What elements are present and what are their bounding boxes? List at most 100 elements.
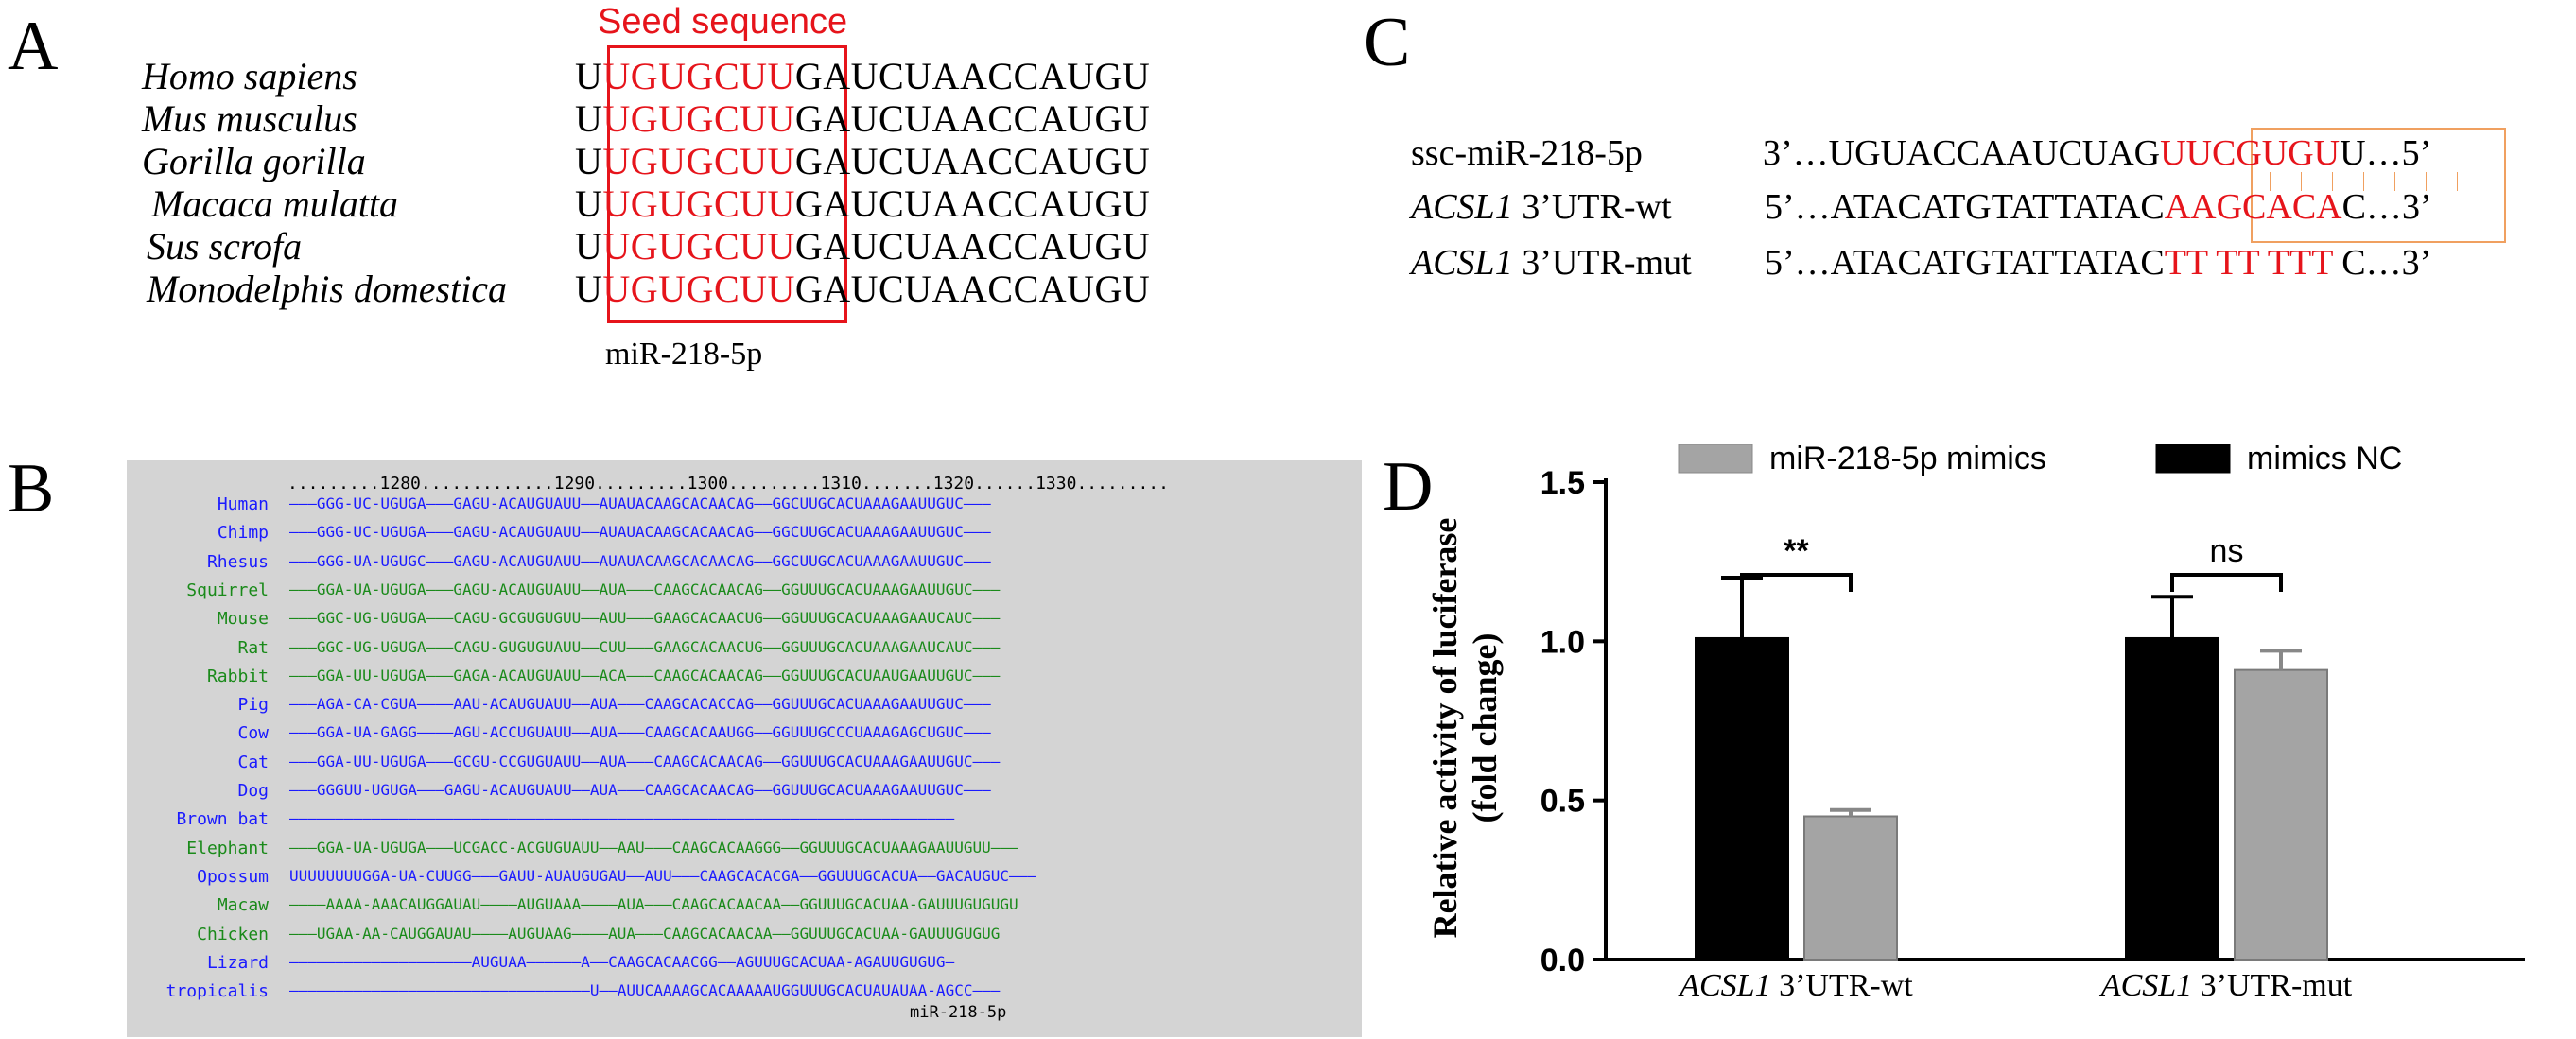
- sequence-suffix: C…3’: [2341, 187, 2432, 227]
- species-name: Monodelphis domestica: [147, 268, 508, 310]
- alignment-species: Chicken: [197, 924, 269, 944]
- seed-region: UGUGCUU: [602, 55, 795, 97]
- binding-row-label: ssc-miR-218-5p: [1411, 132, 1643, 174]
- bar: [1695, 636, 1789, 961]
- legend-swatch: [2155, 444, 2231, 474]
- sequence-suffix: GAUCUAACCAUGU: [794, 97, 1151, 140]
- gene-name: ACSL1: [1678, 968, 1770, 1003]
- panel-d-luciferase-chart: 0.0 0.5 1.0 1.5 Relative activity of lucifer…: [1426, 444, 2525, 1003]
- gene-name: ACSL1: [1411, 243, 1513, 283]
- pairing-tick: [2332, 172, 2333, 191]
- binding-site: TT TT TTT: [2164, 243, 2333, 283]
- binding-sequence: 3’…UGUACCAAUCUAGUUCGUGUU…5’: [1763, 132, 2431, 174]
- binding-site-box: [2251, 128, 2506, 243]
- bar: [2234, 668, 2328, 961]
- alignment-species: Cow: [237, 723, 269, 744]
- alignment-sequence: ————————————————————AUGUAA——————A——CAAGC…: [289, 952, 955, 971]
- mirna-sequence: UUGUGCUUGAUCUAACCAUGU: [575, 140, 1150, 182]
- bar: [2125, 636, 2219, 961]
- position-ruler: .........1280.............1290.........1…: [287, 474, 1169, 494]
- alignment-sequence: ———GGG-UC-UGUGA———GAGU-ACAUGUAUU——AUAUAC…: [289, 494, 991, 512]
- y-tick-label: 0.5: [1540, 784, 1585, 820]
- legend-label: mimics NC: [2247, 444, 2402, 476]
- pairing-tick: [2426, 172, 2427, 191]
- alignment-sequence: ———AGA-CA-CGUA————AAU-ACAUGUAUU——AUA———C…: [289, 695, 991, 714]
- binding-site: UUCGUGU: [2160, 133, 2341, 173]
- sequence-prefix: U: [575, 97, 603, 140]
- pairing-tick: [2457, 172, 2458, 191]
- pairing-tick: [2301, 172, 2302, 191]
- panel-label-d: D: [1383, 448, 1434, 526]
- mirna-sequence: UUGUGCUUGAUCUAACCAUGU: [575, 55, 1150, 97]
- alignment-species: Lizard: [206, 952, 269, 973]
- mirna-sequence: UUGUGCUUGAUCUAACCAUGU: [575, 268, 1150, 310]
- species-name: Macaca mulatta: [151, 182, 399, 225]
- y-axis-label-line: (fold change): [1466, 633, 1504, 823]
- pairing-tick: [2394, 172, 2395, 191]
- alignment-species: Human: [217, 494, 269, 514]
- species-name: Gorilla gorilla: [142, 140, 366, 182]
- y-tick-label: 1.0: [1540, 624, 1585, 660]
- seed-region: UGUGCUU: [602, 97, 795, 140]
- x-tick-label-rest: 3’UTR-mut: [2192, 968, 2353, 1003]
- row-label-text: 3’UTR-wt: [1512, 187, 1672, 227]
- y-axis-label: Relative activity of luciferase(fold cha…: [1426, 518, 1504, 939]
- alignment-species: Squirrel: [186, 580, 269, 600]
- panel-a-caption: miR-218-5p: [605, 337, 763, 372]
- panel-label-c: C: [1364, 4, 1411, 81]
- sequence-suffix: GAUCUAACCAUGU: [794, 225, 1151, 268]
- significance-label: ns: [2210, 533, 2244, 569]
- alignment-species: Rabbit: [206, 666, 269, 686]
- binding-sequence: 5’…ATACATGTATTATACAAGCACAC…3’: [1765, 186, 2432, 228]
- binding-site: AAGCACA: [2164, 187, 2342, 227]
- pairing-tick: [2270, 172, 2271, 191]
- alignment-sequence: ———GGGUU-UGUGA———GAGU-ACAUGUAUU——AUA———C…: [289, 781, 991, 799]
- sequence-suffix: U…5’: [2340, 133, 2432, 173]
- legend-label: miR-218-5p mimics: [1769, 444, 2046, 476]
- significance-label: **: [1784, 533, 1809, 569]
- alignment-sequence: ———UGAA-AA-CAUGGAUAU————AUGUAAG————AUA——…: [289, 924, 1001, 943]
- species-name: Homo sapiens: [142, 55, 357, 97]
- significance-bracket: [1740, 573, 1853, 592]
- y-tick-label: 1.5: [1540, 465, 1585, 501]
- alignment-species: Rhesus: [206, 551, 269, 572]
- species-name: Sus scrofa: [147, 225, 303, 268]
- alignment-sequence: ———GGG-UA-UGUGC———GAGU-ACAUGUAUU——AUAUAC…: [289, 551, 991, 570]
- alignment-sequence: —————————————————————————————————U——AUUC…: [289, 981, 1001, 1000]
- alignment-sequence: ———GGC-UG-UGUGA———CAGU-GUGUGUAUU——CUU———…: [289, 637, 1001, 656]
- alignment-sequence: ———GGC-UG-UGUGA———CAGU-GCGUGUGUU——AUU———…: [289, 609, 1001, 628]
- seed-highlight-box: [607, 45, 847, 323]
- sequence-prefix: U: [575, 140, 603, 182]
- alignment-sequence: ———GGA-UU-UGUGA———GAGA-ACAUGUAUU——ACA———…: [289, 666, 1001, 684]
- sequence-prefix: U: [575, 55, 603, 97]
- significance-bracket: [2170, 573, 2283, 592]
- mirna-sequence: UUGUGCUUGAUCUAACCAUGU: [575, 97, 1150, 140]
- alignment-sequence: ———GGG-UC-UGUGA———GAGU-ACAUGUAUU——AUAUAC…: [289, 523, 991, 542]
- alignment-sequence: ————AAAA-AAACAUGGAUAU————AUGUAAA————AUA—…: [289, 895, 1018, 914]
- alignment-species: tropicalis: [165, 981, 269, 1002]
- sequence-suffix: GAUCUAACCAUGU: [794, 55, 1151, 97]
- sequence-suffix: C…3’: [2332, 243, 2432, 283]
- seed-region: UGUGCUU: [602, 225, 795, 268]
- seed-sequence-title: Seed sequence: [598, 2, 848, 42]
- alignment-species: Cat: [237, 752, 269, 772]
- sequence-prefix: U: [575, 182, 603, 225]
- alignment-species: Brown bat: [176, 809, 269, 830]
- seed-region: UGUGCUU: [602, 140, 795, 182]
- sequence-prefix: 5’…ATACATGTATTATAC: [1765, 187, 2165, 227]
- mirna-sequence: UUGUGCUUGAUCUAACCAUGU: [575, 182, 1150, 225]
- x-tick-label: ACSL1 3’UTR-mut: [2099, 968, 2353, 1003]
- alignment-species: Opossum: [197, 866, 269, 887]
- sequence-prefix: 5’…ATACATGTATTATAC: [1765, 243, 2165, 283]
- alignment-species: Mouse: [217, 609, 269, 630]
- sequence-suffix: GAUCUAACCAUGU: [794, 182, 1151, 225]
- sequence-suffix: GAUCUAACCAUGU: [794, 268, 1151, 310]
- alignment-sequence: ————————————————————————————————————————…: [289, 809, 955, 828]
- binding-row-label: ACSL1 3’UTR-wt: [1411, 186, 1672, 228]
- seed-region: UGUGCUU: [602, 268, 795, 310]
- alignment-species: Elephant: [186, 838, 269, 858]
- gene-name: ACSL1: [2099, 968, 2192, 1003]
- row-label-text: 3’UTR-mut: [1512, 243, 1692, 283]
- x-tick-label-rest: 3’UTR-wt: [1771, 968, 1914, 1003]
- alignment-species: Pig: [237, 695, 269, 716]
